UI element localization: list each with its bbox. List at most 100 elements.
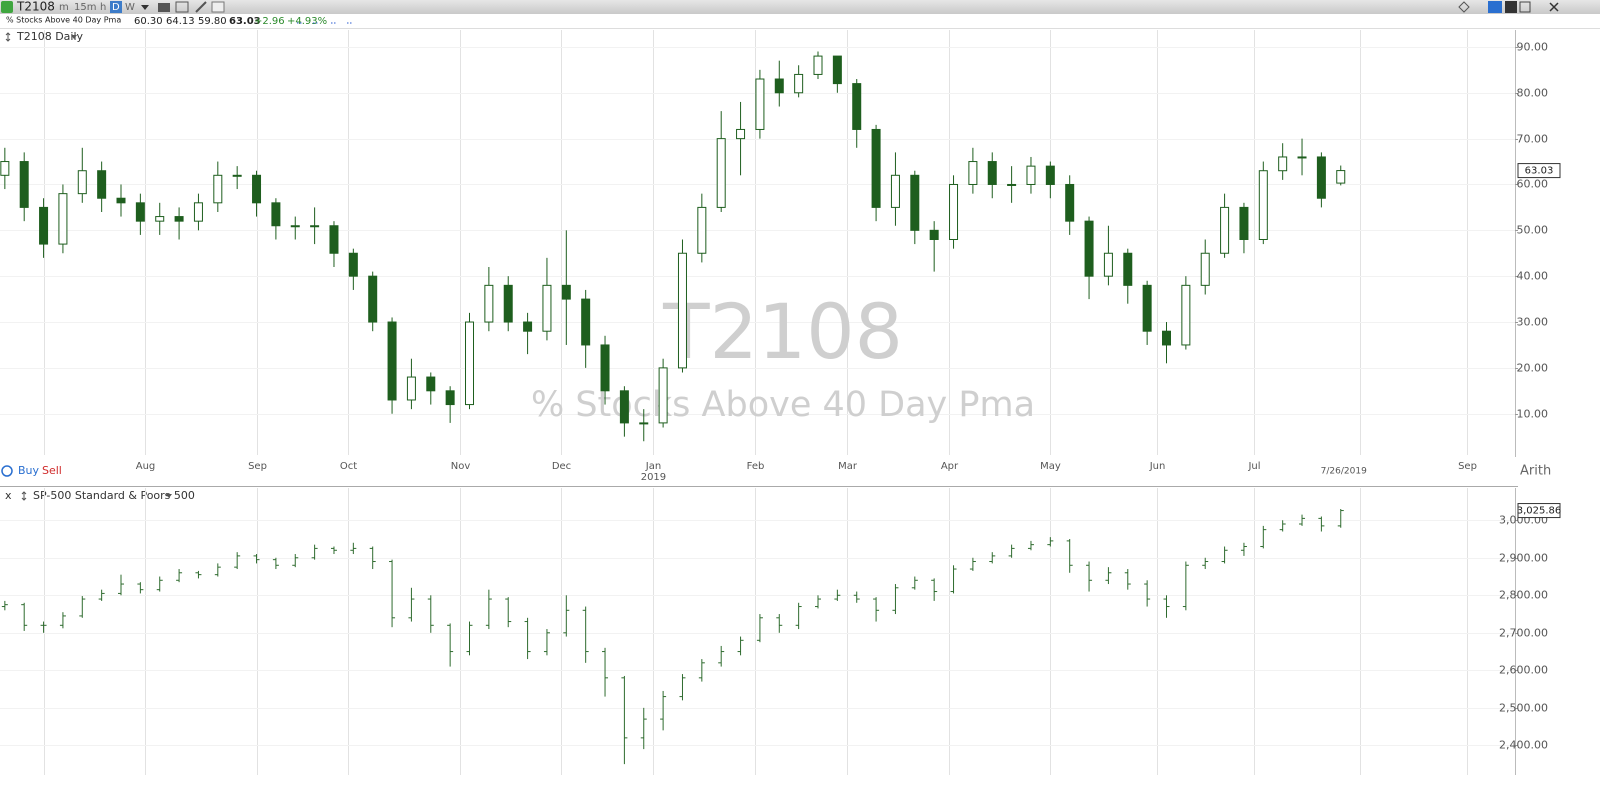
candle-body — [174, 216, 184, 222]
chart-type-icon[interactable] — [158, 3, 170, 12]
window-icon[interactable] — [1519, 1, 1531, 13]
interval[interactable]: W — [125, 2, 135, 13]
candle-body — [677, 252, 687, 369]
x-tick-label: Apr — [941, 461, 959, 472]
indicator-icon[interactable] — [175, 1, 189, 13]
y-tick-label: 40.00 — [1517, 270, 1549, 283]
panel-title[interactable]: SP-500 Standard & Poors 500 — [33, 489, 195, 502]
candle-body — [968, 161, 978, 185]
window-icon[interactable] — [1505, 1, 1517, 13]
interval[interactable]: m — [59, 2, 69, 13]
candle-body — [484, 284, 494, 323]
candle-body — [794, 73, 804, 94]
spx-panel: 2,400.00 2,500.00 2,600.00 2,700.00 2,800.00… — [0, 488, 1561, 775]
candle-body — [387, 321, 397, 401]
buy-button[interactable]: Buy — [18, 464, 40, 477]
last-price-box — [1517, 503, 1561, 519]
close-button[interactable] — [1549, 2, 1559, 12]
template-icon[interactable] — [211, 1, 225, 13]
x-tick-label: Jan — [645, 461, 661, 472]
candle-body — [542, 284, 552, 332]
candle-body — [1103, 252, 1113, 277]
candle-body — [97, 170, 107, 199]
candle-body — [1336, 170, 1346, 184]
quote-open: 60.30 — [134, 16, 163, 27]
y-tick-label: 50.00 — [1517, 224, 1549, 237]
candle-body — [368, 275, 378, 323]
candle-body — [949, 183, 959, 240]
scale-type[interactable]: Arith — [1520, 464, 1551, 479]
quote-name: % Stocks Above 40 Day Pma — [6, 16, 121, 25]
candle-body — [310, 225, 320, 228]
toolbar — [0, 0, 1600, 14]
close-panel[interactable]: x — [5, 489, 12, 502]
candle-body — [1258, 170, 1268, 240]
y-tick-label: 60.00 — [1517, 178, 1549, 191]
move-handle[interactable] — [21, 491, 27, 501]
draw-icon[interactable] — [195, 1, 207, 13]
candle-body — [639, 422, 649, 425]
interval[interactable]: 15m — [74, 2, 96, 13]
candle-body — [213, 174, 223, 204]
candle-body — [271, 202, 281, 227]
last-price: 3,025.86 — [1517, 506, 1562, 517]
y-tick-label: 2,800.00 — [1499, 589, 1548, 602]
interval[interactable]: D — [112, 2, 120, 13]
y-tick-label: 80.00 — [1517, 87, 1549, 100]
share-icon[interactable] — [1488, 1, 1502, 13]
favorite-icon[interactable] — [1458, 1, 1470, 13]
candle-body — [832, 55, 842, 85]
panel-title[interactable]: T2108 Daily — [16, 30, 84, 43]
dropdown-icon[interactable] — [141, 5, 149, 10]
candle-body — [290, 225, 300, 228]
candle-body — [426, 376, 436, 392]
quote-high: 64.13 — [166, 16, 195, 27]
candle-body — [658, 367, 668, 424]
candle-body — [697, 206, 707, 254]
candle-body — [871, 128, 881, 208]
watermark-subtitle: % Stocks Above 40 Day Pma — [531, 385, 1035, 425]
candle-body — [329, 225, 339, 254]
candle-body — [1007, 183, 1017, 186]
trade-icon[interactable] — [1, 465, 13, 477]
symbol[interactable]: T2108 — [16, 0, 55, 14]
candle-body — [232, 174, 242, 177]
candle-body — [813, 55, 823, 75]
candle-body — [445, 390, 455, 406]
candle-body — [1045, 165, 1055, 185]
candle-body — [155, 216, 165, 222]
x-tick-label: Sep — [248, 461, 267, 472]
quote-last: 63.03 — [229, 16, 261, 27]
dropdown-icon[interactable] — [166, 494, 172, 498]
last-price-box — [1517, 163, 1561, 179]
candle-body — [19, 161, 29, 208]
x-tick-label: May — [1040, 461, 1061, 472]
candle-body — [852, 83, 862, 130]
x-tick-label: Dec — [552, 461, 571, 472]
candle-body — [1123, 252, 1133, 286]
move-handle[interactable] — [5, 32, 11, 42]
candle-body — [600, 344, 610, 392]
sell-button[interactable]: Sell — [42, 464, 62, 477]
candle-body — [135, 202, 145, 222]
candle-body — [58, 193, 68, 245]
candle-body — [774, 78, 784, 94]
interval[interactable]: h — [100, 2, 106, 13]
y-tick-label: 2,600.00 — [1499, 664, 1548, 677]
quote-change: +2.96 — [254, 16, 285, 27]
candle-body — [0, 161, 10, 176]
watermark: T2108 — [662, 287, 903, 376]
dropdown-icon[interactable] — [71, 35, 77, 39]
candle-body — [1316, 156, 1326, 199]
candle-body — [77, 170, 87, 195]
last-price: 63.03 — [1525, 166, 1554, 177]
add-button[interactable] — [1, 1, 13, 13]
y-tick-label: 2,500.00 — [1499, 702, 1548, 715]
candle-body — [619, 390, 629, 424]
y-tick-label: 70.00 — [1517, 133, 1549, 146]
year-label: 2019 — [641, 472, 666, 483]
y-tick-label: 20.00 — [1517, 362, 1549, 375]
candle-body — [1162, 330, 1172, 346]
x-tick-label: Mar — [838, 461, 858, 472]
